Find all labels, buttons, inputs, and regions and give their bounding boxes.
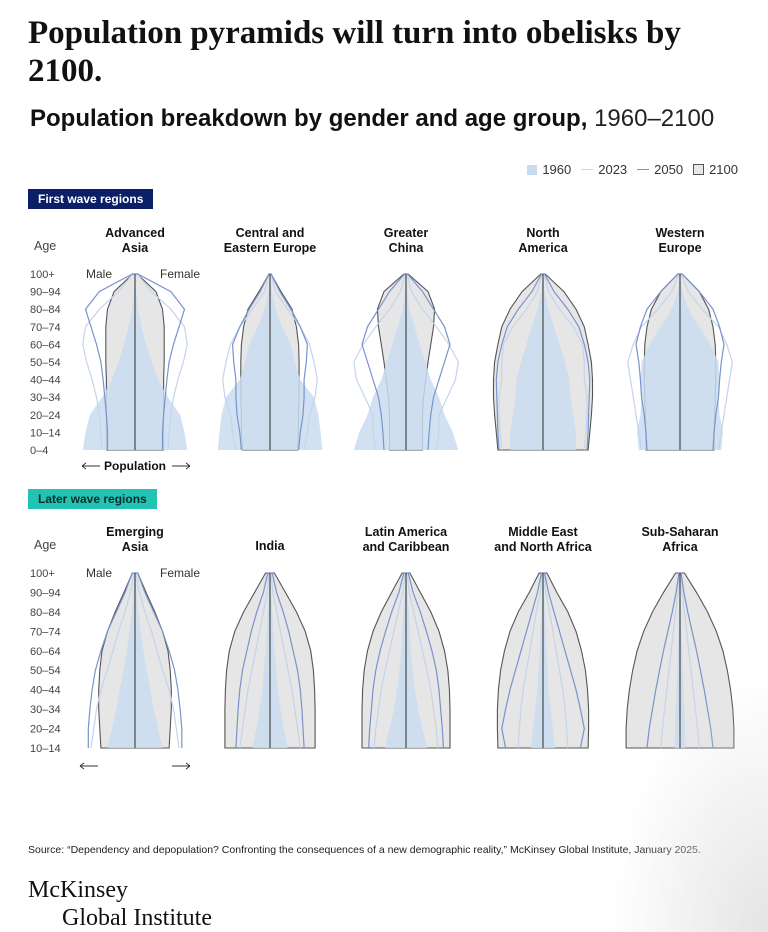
region-title: and Caribbean (363, 540, 450, 554)
later-wave-badge: Later wave regions (28, 489, 157, 509)
region-title: Central and (236, 226, 305, 240)
age-axis-title-first: Age (34, 239, 56, 253)
age-tick-label: 30–34 (30, 392, 61, 404)
age-tick-label: 80–84 (30, 304, 61, 316)
age-tick-label: 20–24 (30, 410, 61, 422)
legend-item-2100: 2100 (693, 162, 738, 177)
age-tick-label: 70–74 (30, 626, 61, 638)
subtitle-main: Population breakdown by gender and age g… (30, 105, 588, 132)
legend-item-1960: 1960 (527, 162, 571, 177)
chart-subtitle: Population breakdown by gender and age g… (30, 104, 750, 134)
female-label-later: Female (160, 566, 200, 580)
population-axis-label: Population (104, 459, 166, 473)
region-title: Greater (384, 226, 429, 240)
region-title: Emerging (106, 525, 164, 539)
legend-swatch-2100 (693, 164, 705, 175)
age-tick-label: 10–14 (30, 743, 61, 755)
age-tick-label: 60–64 (30, 339, 61, 351)
legend-swatch-2050 (637, 169, 650, 170)
region-title: Western (655, 226, 704, 240)
female-label-first: Female (160, 267, 200, 281)
region-title: Asia (122, 540, 149, 554)
region-title: China (389, 241, 425, 255)
age-tick-label: 100+ (30, 568, 55, 580)
age-tick-label: 90–94 (30, 287, 61, 299)
legend-label-1960: 1960 (542, 162, 572, 177)
age-tick-label: 70–74 (30, 322, 61, 334)
legend-label-2023: 2023 (598, 162, 628, 177)
region-title: Middle East (508, 525, 578, 539)
legend: 1960 2023 2050 2100 (527, 162, 738, 177)
region-title: Eastern Europe (224, 241, 316, 255)
region-title: Latin America (365, 525, 448, 539)
male-label-later: Male (86, 566, 112, 580)
later-arrow-left-head (79, 762, 85, 770)
pyramid-chart: Age 0–4 10–14 20–24 30–34 40–44 50–54 60–64 70–7… (30, 226, 735, 770)
male-label-first: Male (86, 267, 112, 281)
legend-swatch-1960 (527, 164, 538, 175)
age-tick-label: 60–64 (30, 646, 61, 658)
subtitle-range: 1960–2100 (594, 105, 715, 132)
region-title: Sub-Saharan (641, 525, 718, 539)
first-wave-badge: First wave regions (28, 189, 154, 209)
population-arrow-right-head (185, 462, 191, 470)
age-axis-title-later: Age (34, 538, 56, 552)
age-tick-label: 90–94 (30, 587, 61, 599)
age-tick-label: 40–44 (30, 685, 61, 697)
region-title: Europe (658, 241, 701, 255)
region-title: Advanced (105, 226, 165, 240)
age-tick-label: 100+ (30, 269, 55, 281)
chart-title: Population pyramids will turn into obeli… (28, 15, 681, 89)
age-tick-label: 30–34 (30, 704, 61, 716)
legend-item-2023: 2023 (581, 162, 627, 177)
legend-label-2100: 2100 (709, 162, 738, 177)
region-title: India (255, 539, 285, 553)
logo-line1: McKinsey (28, 877, 128, 903)
legend-label-2050: 2050 (654, 162, 684, 177)
logo-line2: Global Institute (62, 905, 212, 931)
region-title: Africa (662, 540, 698, 554)
region-title: Asia (122, 241, 149, 255)
legend-item-2050: 2050 (637, 162, 683, 177)
later-arrow-right-head (185, 762, 191, 770)
region-title: America (518, 241, 568, 255)
age-tick-label: 10–14 (30, 427, 61, 439)
population-arrow-left-head (81, 462, 87, 470)
region-title: North (526, 226, 559, 240)
source-note: Source: “Dependency and depopulation? Co… (28, 844, 701, 856)
mckinsey-logo: McKinsey Global Institute (28, 876, 212, 932)
age-tick-label: 50–54 (30, 665, 61, 677)
legend-swatch-2023 (581, 169, 594, 170)
age-tick-label: 50–54 (30, 357, 61, 369)
age-tick-label: 80–84 (30, 607, 61, 619)
age-tick-label: 40–44 (30, 375, 61, 387)
age-tick-label: 0–4 (30, 445, 48, 457)
region-title: and North Africa (494, 540, 593, 554)
age-tick-label: 20–24 (30, 724, 61, 736)
